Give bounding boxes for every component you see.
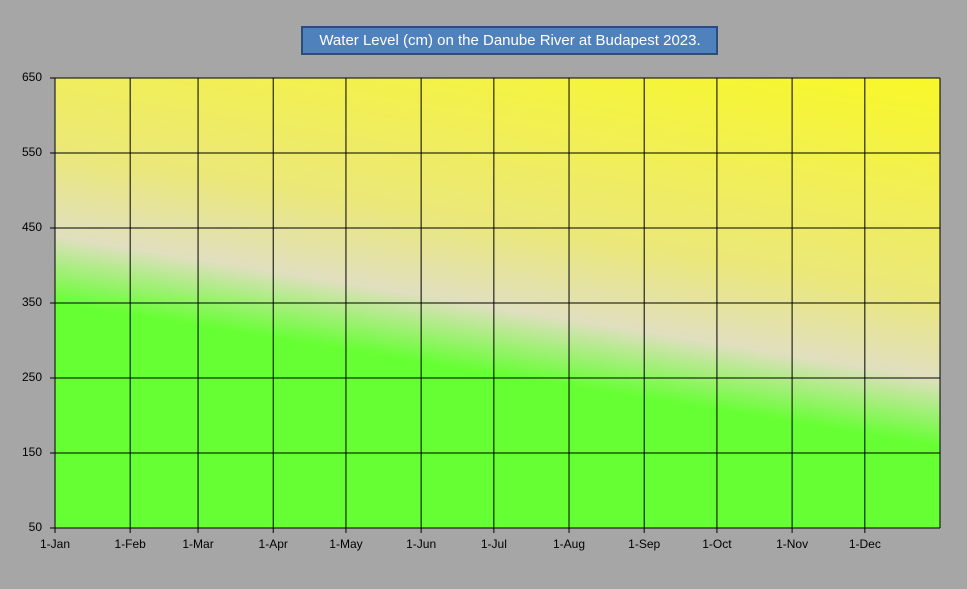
x-tick-label: 1-Mar (182, 537, 213, 551)
x-tick-label: 1-Sep (628, 537, 660, 551)
x-tick-label: 1-May (329, 537, 362, 551)
y-tick-label: 150 (22, 445, 42, 459)
y-tick-label: 250 (22, 370, 42, 384)
x-tick-label: 1-Jun (406, 537, 436, 551)
x-tick-label: 1-Jan (40, 537, 70, 551)
chart-title: Water Level (cm) on the Danube River at … (319, 32, 700, 49)
x-tick-label: 1-Feb (114, 537, 146, 551)
x-tick-label: 1-Nov (776, 537, 808, 551)
x-tick-label: 1-Dec (849, 537, 881, 551)
x-tick-label: 1-Aug (553, 537, 585, 551)
y-tick-label: 350 (22, 295, 42, 309)
x-tick-label: 1-Jul (481, 537, 507, 551)
x-tick-label: 1-Oct (702, 537, 732, 551)
y-tick-label: 650 (22, 70, 42, 84)
x-tick-label: 1-Apr (259, 537, 288, 551)
title-box (301, 26, 718, 55)
axes: 50 150 250 350 450 550 650 1-Jan 1-Feb 1-Mar 1-Apr… (22, 70, 941, 551)
y-tick-label: 50 (29, 520, 43, 534)
y-tick-label: 550 (22, 145, 42, 159)
y-tick-label: 450 (22, 220, 42, 234)
